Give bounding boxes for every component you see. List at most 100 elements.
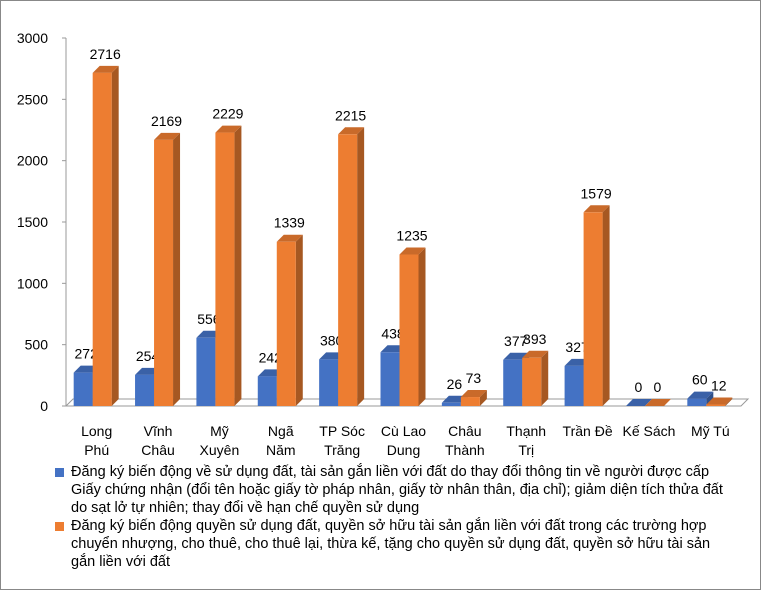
value-label: 1579 (581, 185, 612, 201)
y-tick-label: 1000 (17, 275, 48, 291)
y-tick-label: 2500 (17, 91, 48, 107)
value-label: 1235 (396, 228, 427, 244)
bar-front (276, 241, 296, 406)
bar (583, 205, 610, 406)
bar-front (564, 365, 584, 406)
value-label: 242 (259, 349, 283, 365)
value-label: 556 (197, 311, 221, 327)
value-label: 438 (381, 325, 405, 341)
bar-front (92, 72, 112, 406)
bar-side (111, 65, 119, 406)
bar-front (257, 376, 277, 406)
y-tick-label: 0 (40, 398, 48, 414)
bar-front (522, 357, 542, 406)
y-tick-label: 500 (25, 337, 49, 353)
x-tick-label: Vĩnh Châu (141, 423, 174, 458)
bar (154, 132, 181, 406)
bar (276, 234, 303, 406)
value-label: 272 (75, 346, 99, 362)
x-tick-label: Trần Đề (563, 423, 613, 439)
legend-item: Đăng ký biến động quyền sử dụng đất, quy… (55, 517, 735, 571)
bar-front (196, 337, 216, 406)
bar-side (725, 397, 733, 406)
value-label: 12 (711, 378, 727, 394)
bar (706, 397, 733, 406)
legend-item: Đăng ký biến động về sử dụng đất, tài sả… (55, 463, 735, 517)
bar-front (441, 402, 461, 406)
bar-top (687, 391, 714, 399)
x-tick-label: Cù Lao Dung (381, 423, 426, 458)
x-tick-label: Mỹ Tú (691, 423, 730, 439)
bar-top (215, 125, 242, 133)
bar-front (338, 134, 358, 406)
bar-top (399, 247, 426, 255)
bar-front (460, 397, 480, 406)
value-label: 2169 (151, 113, 182, 129)
value-label: 0 (635, 379, 643, 395)
y-tick-label: 3000 (17, 30, 48, 46)
bar-front (583, 212, 603, 406)
value-label: 2215 (335, 107, 366, 123)
value-label: 393 (523, 331, 547, 347)
bar (215, 125, 242, 407)
bar-front (706, 404, 726, 406)
legend-swatch (55, 522, 64, 531)
legend-swatch (55, 468, 64, 477)
bar-side (706, 391, 714, 406)
bar (644, 399, 671, 406)
bar-side (234, 125, 242, 407)
bar-side (602, 205, 610, 406)
value-label: 60 (692, 372, 708, 388)
bar-side (418, 247, 426, 406)
x-tick-label: Ngã Năm (266, 423, 296, 458)
bar (92, 65, 119, 406)
value-label: 2716 (90, 46, 121, 62)
bar-top (92, 65, 119, 73)
bar-top (583, 205, 610, 213)
bar-front (154, 139, 174, 406)
bar (338, 127, 365, 406)
x-tick-label: Châu Thành (445, 423, 485, 458)
bar-front (319, 359, 339, 406)
x-tick-label: Kế Sách (622, 423, 675, 439)
y-tick-label: 1500 (17, 214, 48, 230)
bar-top (625, 399, 652, 406)
bar-side (295, 234, 303, 406)
bar (460, 390, 487, 406)
value-label: 377 (504, 333, 528, 349)
value-label: 26 (447, 376, 463, 392)
value-label: 2229 (212, 106, 243, 122)
chart: 0 500 1000 1500 2000 2500 3000 Long Phú 272 2716 Vĩ… (17, 30, 750, 458)
bar (687, 391, 714, 406)
x-tick-label: TP Sóc Trăng (319, 423, 365, 458)
bar-top (460, 390, 487, 398)
value-label: 380 (320, 332, 344, 348)
bar-side (173, 132, 181, 406)
value-label: 1339 (274, 215, 305, 231)
bar-top (276, 234, 303, 242)
bar-front (135, 374, 155, 406)
bar-front (73, 372, 93, 406)
bar-side (479, 390, 487, 406)
x-tick-label: Thạnh Trị (506, 423, 546, 458)
legend: Đăng ký biến động về sử dụng đất, tài sả… (55, 463, 735, 571)
bar-front (503, 359, 523, 406)
value-label: 0 (654, 379, 662, 395)
x-tick-label: Long Phú (81, 423, 112, 458)
value-label: 327 (565, 339, 589, 355)
bar-side (541, 350, 549, 406)
bar-side (357, 127, 365, 406)
bar (522, 350, 549, 406)
bar-top (154, 132, 181, 140)
bar-top (522, 350, 549, 358)
bar-top (338, 127, 365, 135)
bar-top (644, 399, 671, 406)
bar-front (687, 398, 707, 406)
y-tick-label: 2000 (17, 153, 48, 169)
x-tick-label: Mỹ Xuyên (200, 423, 240, 458)
bar-front (215, 132, 235, 407)
legend-label: Đăng ký biến động quyền sử dụng đất, quy… (71, 518, 711, 570)
bar (399, 247, 426, 406)
bar-front (380, 352, 400, 406)
